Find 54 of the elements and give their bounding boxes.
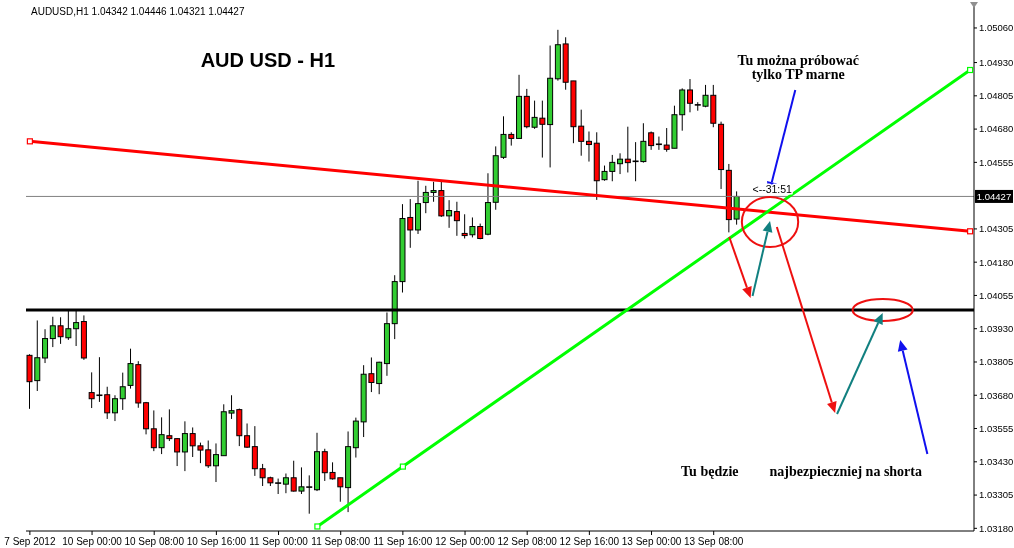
x-tick-label: 10 Sep 08:00 <box>124 536 185 547</box>
x-tick-label: 10 Sep 16:00 <box>186 536 247 547</box>
x-tick-label: 10 Sep 00:00 <box>62 536 123 547</box>
y-tick-label: 1.03430 <box>979 456 1014 468</box>
candlestick <box>617 152 624 175</box>
candlestick <box>585 130 592 163</box>
candlestick <box>446 199 453 229</box>
candlestick <box>624 126 631 173</box>
y-tick-label: 1.05060 <box>979 22 1014 34</box>
y-tick-label: 1.04805 <box>979 90 1014 102</box>
chart-subtitle: AUDUSD,H1 1.04342 1.04446 1.04321 1.04427 <box>31 6 245 17</box>
candlestick <box>181 420 188 472</box>
y-tick-label: 1.04305 <box>979 223 1014 235</box>
text: AUD USD - H1 <box>200 49 336 71</box>
y-tick-label: 1.03680 <box>979 389 1014 401</box>
point <box>967 66 974 74</box>
candlestick <box>111 394 118 422</box>
candlestick <box>453 201 460 237</box>
point <box>314 523 321 530</box>
candlestick <box>655 136 663 151</box>
y-tick-label: 1.04930 <box>979 56 1014 68</box>
ref-line-label: 1.04427 <box>976 190 1012 202</box>
y-tick-label: 1.04055 <box>979 289 1014 301</box>
x-tick-label: 11 Sep 16:00 <box>373 536 433 547</box>
y-tick-label: 1.04555 <box>979 156 1014 168</box>
y-tick-label: 1.04680 <box>979 123 1014 135</box>
annotation: najbezpieczniej na shorta <box>769 464 923 479</box>
candlestick <box>212 442 219 483</box>
x-tick-label: 13 Sep 08:00 <box>683 536 744 547</box>
annotation: Tu można próbować tylko TP marne <box>737 53 860 82</box>
x-tick-label: 7 Sep 2012 <box>4 536 56 547</box>
candlestick <box>42 328 49 364</box>
x-tick-label: 11 Sep 08:00 <box>311 536 371 547</box>
candlestick <box>104 386 111 420</box>
y-tick-label: 1.03180 <box>979 522 1014 534</box>
y-tick-label: 1.03930 <box>979 323 1014 335</box>
y-tick-label: 1.03805 <box>979 356 1014 368</box>
y-tick-label: 1.03305 <box>979 489 1014 501</box>
y-tick-label: 1.04180 <box>979 256 1014 268</box>
annotation: Tu będzie <box>681 464 739 479</box>
x-tick-label: 12 Sep 00:00 <box>435 536 496 547</box>
point <box>967 228 974 235</box>
candlestick <box>119 372 126 411</box>
candlestick <box>282 473 289 494</box>
y-tick-label: 1.03555 <box>979 422 1014 434</box>
candlestick <box>244 422 251 449</box>
point <box>26 138 33 145</box>
x-tick-label: 11 Sep 00:00 <box>249 536 309 547</box>
x-tick-label: 13 Sep 00:00 <box>621 536 682 547</box>
x-tick-label: 12 Sep 16:00 <box>559 536 620 547</box>
point <box>399 463 406 470</box>
annotation: <--31:51 <box>752 183 793 196</box>
candlestick <box>686 78 693 113</box>
x-tick-label: 12 Sep 08:00 <box>497 536 558 547</box>
